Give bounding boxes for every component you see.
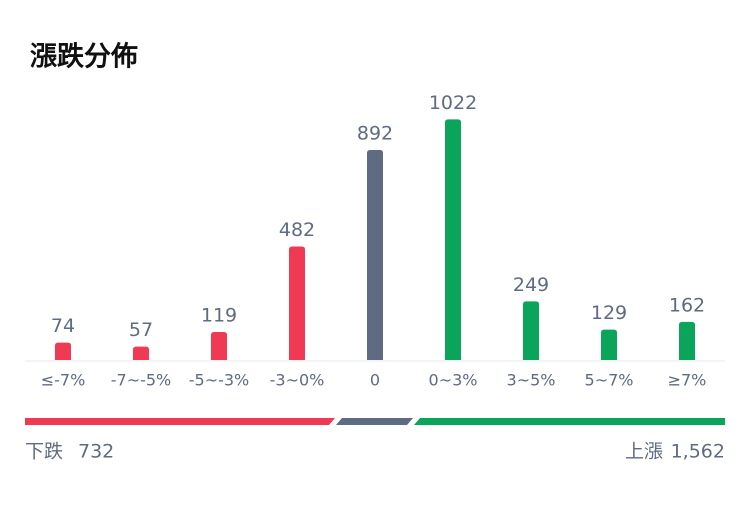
x-tick-label: -3~0% xyxy=(270,371,325,390)
x-tick-label: -7~-5% xyxy=(111,371,172,390)
value-label: 74 xyxy=(51,315,75,337)
x-tick-label: -5~-3% xyxy=(189,371,250,390)
value-label: 162 xyxy=(669,294,705,316)
value-label: 892 xyxy=(357,123,393,145)
value-label: 129 xyxy=(591,302,627,324)
bar xyxy=(445,119,461,361)
bar xyxy=(679,321,695,360)
value-label: 1022 xyxy=(429,92,477,114)
down-label: 下跌 xyxy=(25,441,63,463)
bar xyxy=(601,329,617,360)
value-label: 57 xyxy=(129,319,153,341)
x-tick-label: ≤-7% xyxy=(41,371,86,390)
bar xyxy=(55,342,71,360)
down-ratio-bar xyxy=(25,418,335,425)
flat-ratio-bar xyxy=(336,418,413,425)
up-count: 1,562 xyxy=(671,441,725,463)
x-tick-label: 0~3% xyxy=(429,371,478,390)
bar xyxy=(211,331,227,360)
x-tick-label: 5~7% xyxy=(585,371,634,390)
up-label: 上漲 xyxy=(625,441,663,463)
x-tick-label: 0 xyxy=(370,371,380,390)
bar xyxy=(523,301,539,360)
bar xyxy=(133,346,149,360)
up-ratio-bar xyxy=(414,418,725,425)
value-label: 119 xyxy=(201,304,237,326)
value-label: 249 xyxy=(513,274,549,296)
value-label: 482 xyxy=(279,219,315,241)
down-count: 732 xyxy=(78,441,114,463)
bar xyxy=(289,246,305,360)
chart-title: 漲跌分佈 xyxy=(30,41,138,73)
bar xyxy=(367,150,383,360)
x-tick-label: 3~5% xyxy=(507,371,556,390)
x-tick-label: ≥7% xyxy=(668,371,707,390)
